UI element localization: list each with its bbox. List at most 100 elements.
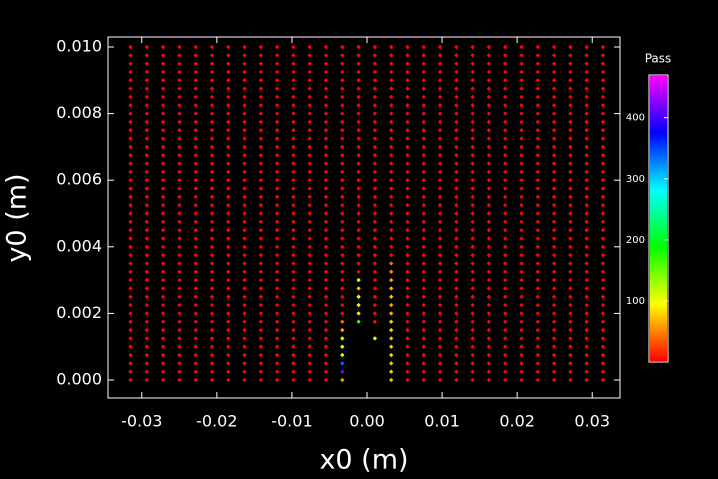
point	[551, 194, 557, 200]
point	[340, 327, 345, 333]
point	[226, 319, 231, 324]
point	[226, 94, 231, 100]
point	[519, 94, 524, 100]
point	[177, 277, 182, 283]
point	[193, 144, 198, 150]
point	[258, 352, 264, 358]
point	[503, 219, 508, 225]
point	[209, 302, 215, 308]
point	[274, 61, 280, 66]
point	[144, 178, 150, 183]
point	[405, 352, 410, 358]
point	[144, 202, 150, 208]
point	[470, 61, 475, 66]
point	[600, 236, 606, 241]
point	[470, 186, 475, 191]
point	[568, 53, 573, 58]
point	[177, 128, 182, 133]
point	[486, 202, 492, 208]
point	[307, 269, 312, 274]
point	[323, 302, 329, 308]
point	[372, 169, 378, 175]
point	[258, 61, 264, 66]
point	[551, 53, 557, 58]
point	[421, 352, 426, 358]
x-tick-label: 0.02	[499, 412, 535, 431]
point	[226, 78, 231, 83]
point	[519, 44, 524, 50]
point	[405, 144, 410, 150]
point	[160, 194, 166, 200]
point	[128, 211, 133, 216]
point	[323, 311, 329, 316]
point	[226, 186, 231, 191]
point	[226, 277, 231, 283]
point	[372, 103, 378, 108]
point	[258, 53, 264, 58]
point	[405, 44, 410, 50]
point	[340, 53, 345, 58]
point	[160, 202, 166, 208]
point	[486, 78, 492, 83]
point	[193, 336, 198, 341]
point	[258, 319, 264, 324]
point	[340, 352, 345, 358]
point	[340, 94, 345, 100]
point	[503, 286, 508, 291]
point	[258, 302, 264, 308]
point	[600, 128, 606, 133]
point	[584, 53, 589, 58]
point	[226, 236, 231, 241]
point	[486, 178, 492, 183]
point	[437, 161, 443, 166]
point	[470, 361, 475, 366]
point	[584, 294, 589, 299]
point	[551, 144, 557, 150]
point	[551, 44, 557, 50]
point	[307, 236, 312, 241]
point	[519, 361, 524, 366]
point	[160, 61, 166, 66]
point	[421, 161, 426, 166]
point	[242, 94, 247, 100]
point	[258, 244, 264, 250]
point	[209, 369, 215, 374]
point	[454, 277, 459, 283]
point	[160, 161, 166, 166]
colorbar-tick-label: 300	[626, 174, 645, 185]
point	[388, 103, 394, 108]
point	[340, 103, 345, 108]
point	[193, 294, 198, 299]
point	[177, 161, 182, 166]
point	[128, 327, 133, 333]
point	[356, 111, 361, 116]
point	[274, 111, 280, 116]
point	[503, 377, 508, 383]
point	[470, 128, 475, 133]
point	[258, 252, 264, 258]
point	[307, 128, 312, 133]
point	[372, 94, 378, 100]
point	[356, 86, 361, 91]
point	[160, 352, 166, 358]
point	[388, 336, 394, 341]
point	[568, 161, 573, 166]
point	[437, 336, 443, 341]
point	[600, 111, 606, 116]
point	[470, 269, 475, 274]
point	[486, 327, 492, 333]
point	[551, 128, 557, 133]
point	[568, 269, 573, 274]
point	[242, 144, 247, 150]
point	[258, 344, 264, 349]
point	[437, 252, 443, 258]
point	[291, 277, 296, 283]
point	[454, 78, 459, 83]
point	[584, 169, 589, 175]
point	[568, 244, 573, 250]
point	[388, 136, 394, 141]
point	[307, 352, 312, 358]
point	[486, 169, 492, 175]
point	[307, 344, 312, 349]
point	[421, 236, 426, 241]
